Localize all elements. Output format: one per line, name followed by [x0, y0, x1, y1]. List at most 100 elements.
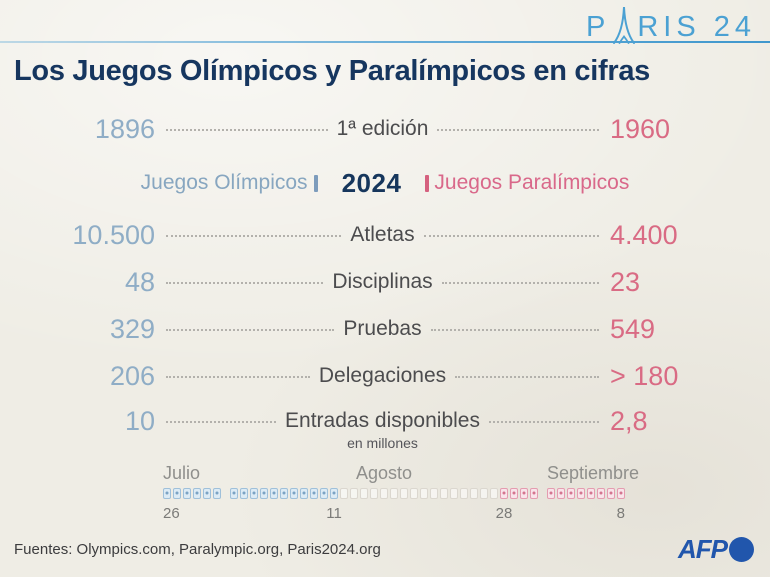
day-cell-olympic — [300, 487, 308, 499]
edition-row: 1896 1ª edición 1960 — [55, 112, 715, 146]
leader-line — [166, 376, 310, 378]
day-cell-empty — [370, 487, 378, 499]
olympic-value: 10.500 — [72, 219, 155, 250]
leader-line — [166, 329, 335, 331]
day-cell-paralympic — [597, 487, 605, 499]
day-cell-paralympic — [577, 487, 585, 499]
row-label-main: Entradas disponibles — [285, 409, 480, 432]
paralympic-value: 1960 — [610, 113, 671, 144]
leader-line — [437, 129, 599, 131]
day-cell-olympic — [163, 487, 171, 499]
leader-line — [488, 421, 599, 423]
day-cell-paralympic — [567, 487, 575, 499]
afp-logo-text: AFP — [678, 534, 728, 564]
day-cell-empty — [450, 487, 458, 499]
legend-year: 2024 — [341, 167, 402, 198]
day-cell-empty — [350, 487, 358, 499]
header-rule — [0, 41, 770, 43]
month-label: Julio — [163, 463, 201, 483]
day-cell-olympic — [310, 487, 318, 499]
stat-row-atletas: 10.500 Atletas 4.400 — [55, 218, 715, 252]
stat-row-entradas: 10 Entradas disponibles en millones 2,8 — [55, 404, 715, 451]
day-cell-empty — [390, 487, 398, 499]
leader-line — [441, 282, 599, 284]
day-cell-olympic — [290, 487, 298, 499]
month-label: Agosto — [355, 463, 413, 483]
row-label: Disciplinas — [332, 270, 433, 293]
day-cell-empty — [470, 487, 478, 499]
legend-olympic-label: Juegos Olímpicos — [140, 171, 308, 194]
olympic-value: 48 — [124, 266, 155, 297]
stat-row-disciplinas: 48 Disciplinas 23 — [55, 265, 715, 299]
afp-logo: AFP — [678, 534, 754, 565]
afp-logo-circle — [729, 537, 754, 562]
day-cell-empty — [440, 487, 448, 499]
stat-row-delegaciones: 206 Delegaciones > 180 — [55, 359, 715, 393]
paralympic-legend-bar — [425, 174, 430, 192]
day-cell-olympic — [330, 487, 338, 499]
day-cell-paralympic — [500, 487, 508, 499]
day-cell-olympic — [183, 487, 191, 499]
legend-paralympic-label: Juegos Paralímpicos — [434, 171, 630, 194]
leader-line — [455, 376, 600, 378]
row-label: Atletas — [350, 223, 415, 246]
timeline-date-label: 11 — [326, 505, 342, 522]
day-cell-empty — [460, 487, 468, 499]
eiffel-tower-icon — [613, 6, 636, 44]
timeline-date-label: 26 — [163, 505, 180, 522]
day-cell-paralympic — [547, 487, 555, 499]
paralympic-value: 23 — [610, 266, 641, 297]
day-cell-paralympic — [587, 487, 595, 499]
row-label: Delegaciones — [318, 364, 447, 387]
row-label: Entradas disponibles en millones — [285, 409, 480, 451]
leader-line — [166, 282, 324, 284]
day-cell-empty — [420, 487, 428, 499]
row-sublabel: en millones — [347, 435, 418, 451]
paris24-logo-ris24: RIS 24 — [637, 11, 756, 43]
paris24-logo-p: P — [585, 11, 611, 43]
day-cell-olympic — [280, 487, 288, 499]
timeline-date-label: 8 — [616, 505, 625, 522]
olympic-value: 329 — [109, 313, 155, 344]
paralympic-value: 549 — [610, 313, 656, 344]
day-cell-empty — [480, 487, 488, 499]
row-label: Pruebas — [343, 317, 422, 340]
day-cell-olympic — [320, 487, 328, 499]
olympic-legend-bar — [313, 174, 318, 192]
leader-line — [166, 129, 328, 131]
day-cell-paralympic — [557, 487, 565, 499]
paralympic-value: 4.400 — [610, 219, 678, 250]
leader-line — [423, 235, 600, 237]
month-label: Septiembre — [547, 463, 640, 483]
day-cell-paralympic — [530, 487, 538, 499]
row-label: 1ª edición — [336, 117, 429, 140]
day-cell-olympic — [193, 487, 201, 499]
day-cell-olympic — [213, 487, 221, 499]
day-cell-empty — [360, 487, 368, 499]
day-cell-empty — [340, 487, 348, 499]
day-cells — [230, 487, 538, 499]
day-cell-olympic — [260, 487, 268, 499]
timeline-month: Julio — [163, 463, 221, 499]
day-cell-olympic — [203, 487, 211, 499]
paralympic-value: 2,8 — [610, 405, 648, 436]
day-cell-paralympic — [510, 487, 518, 499]
paris24-logo: P RIS 24 — [585, 4, 756, 44]
legend: Juegos Olímpicos 2024 Juegos Paralímpico… — [0, 168, 770, 198]
day-cell-olympic — [173, 487, 181, 499]
day-cell-paralympic — [520, 487, 528, 499]
day-cell-empty — [430, 487, 438, 499]
timeline-date-label: 28 — [495, 505, 513, 522]
paralympic-value: > 180 — [610, 360, 679, 391]
day-cell-empty — [380, 487, 388, 499]
olympic-value: 206 — [109, 360, 155, 391]
day-cell-empty — [410, 487, 418, 499]
page-title: Los Juegos Olímpicos y Paralímpicos en c… — [14, 55, 651, 87]
day-cell-olympic — [250, 487, 258, 499]
olympic-value: 1896 — [94, 113, 155, 144]
day-cell-olympic — [240, 487, 248, 499]
timeline-month: Agosto — [230, 463, 538, 499]
day-cell-paralympic — [607, 487, 615, 499]
olympic-value: 10 — [124, 405, 155, 436]
timeline-month: Septiembre — [547, 463, 640, 499]
